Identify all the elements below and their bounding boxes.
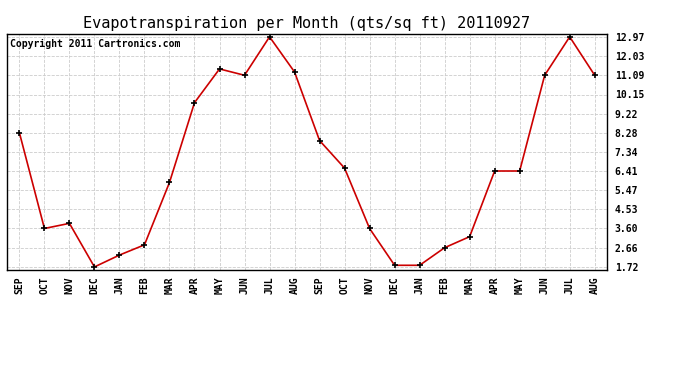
Text: Copyright 2011 Cartronics.com: Copyright 2011 Cartronics.com [10, 39, 180, 48]
Title: Evapotranspiration per Month (qts/sq ft) 20110927: Evapotranspiration per Month (qts/sq ft)… [83, 16, 531, 31]
